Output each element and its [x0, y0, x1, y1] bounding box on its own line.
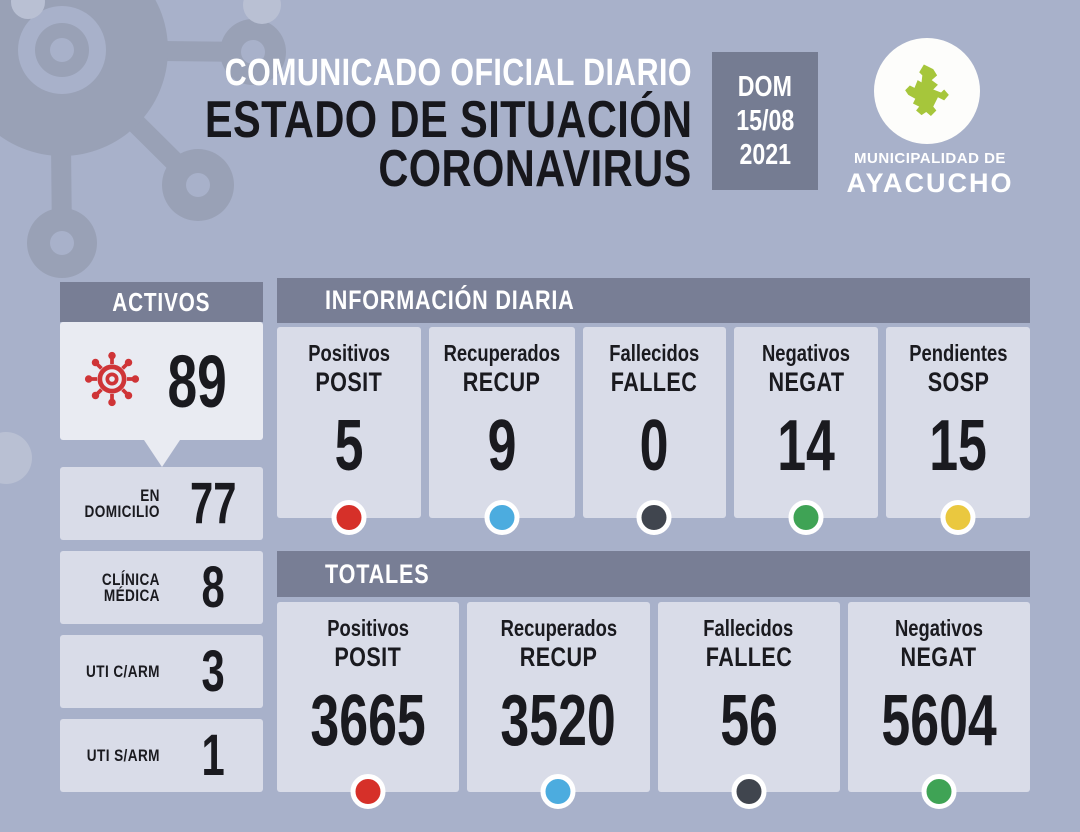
municipality-name-line1: MUNICIPALIDAD DE: [854, 150, 1006, 167]
stat-row-uti-c-arm: UTI C/ARM 3: [60, 635, 263, 708]
date-year: 2021: [739, 139, 791, 171]
stat-row-label: CLÍNICA MÉDICA: [101, 569, 160, 605]
stat-row-value: 3: [201, 639, 225, 704]
stat-row-en-domicilio: EN DOMICILIO 77: [60, 467, 263, 540]
total-card-fallecidos: Fallecidos FALLEC 56: [657, 602, 840, 809]
stat-row-value: 8: [201, 555, 225, 620]
status-dot: [484, 500, 520, 535]
stat-row-label: UTI C/ARM: [86, 661, 160, 681]
municipality-logo: [874, 38, 980, 144]
municipality-name: MUNICIPALIDAD DE AYACUCHO: [828, 150, 1032, 199]
total-card-positivos: Positivos POSIT 3665: [277, 602, 460, 809]
status-dot: [636, 500, 672, 535]
molecule-decoration: [0, 0, 286, 484]
totals-cards-row: Positivos POSIT 3665 Recuperados RECUP 3…: [277, 602, 1030, 809]
status-dot: [788, 500, 824, 535]
date-day: DOM: [737, 71, 793, 103]
total-card-negativos: Negativos NEGAT 5604: [847, 602, 1030, 809]
active-cases-panel: ACTIVOS: [60, 282, 263, 803]
daily-card-recuperados: Recuperados RECUP 9: [428, 327, 575, 535]
page-title: COMUNICADO OFICIAL DIARIO ESTADO DE SITU…: [0, 50, 692, 198]
title-kicker: COMUNICADO OFICIAL DIARIO: [224, 52, 692, 94]
active-cases-card: 89: [60, 322, 263, 440]
daily-info-header: INFORMACIÓN DIARIA: [277, 278, 1030, 323]
daily-cards-row: Positivos POSIT 5 Recuperados RECUP 9 Fa…: [277, 327, 1031, 535]
status-dot: [350, 774, 386, 809]
main-panels: INFORMACIÓN DIARIA Positivos POSIT 5 Rec…: [277, 278, 1031, 809]
stat-row-value: 77: [189, 471, 237, 536]
ayacucho-map-icon: [905, 64, 949, 116]
stat-row-value: 1: [201, 723, 225, 788]
virus-icon: [84, 351, 140, 412]
status-dot: [921, 774, 957, 809]
title-main-line1: ESTADO DE SITUACIÓN: [204, 91, 692, 149]
total-card-recuperados: Recuperados RECUP 3520: [467, 602, 650, 809]
stat-row-label: UTI S/ARM: [86, 745, 160, 765]
totals-header: TOTALES: [277, 551, 1030, 597]
date-badge: DOM 15/08 2021: [712, 52, 818, 190]
date-daymonth: 15/08: [735, 105, 795, 137]
active-cases-value: 89: [167, 339, 228, 423]
daily-card-negativos: Negativos NEGAT 14: [734, 327, 879, 535]
status-dot: [540, 774, 576, 809]
status-dot: [331, 500, 367, 535]
daily-card-positivos: Positivos POSIT 5: [277, 327, 421, 535]
stat-row-clinica-medica: CLÍNICA MÉDICA 8: [60, 551, 263, 624]
speech-bubble-tail: [143, 440, 180, 467]
title-main-line2: CORONAVIRUS: [378, 140, 692, 198]
status-dot: [940, 500, 976, 535]
daily-card-pendientes: Pendientes SOSP 15: [886, 327, 1031, 535]
daily-card-fallecidos: Fallecidos FALLEC 0: [582, 327, 727, 535]
status-dot: [731, 774, 767, 809]
stat-row-uti-s-arm: UTI S/ARM 1: [60, 719, 263, 792]
stat-row-label: EN DOMICILIO: [84, 485, 160, 521]
active-cases-header: ACTIVOS: [60, 282, 263, 322]
municipality-name-line2: AYACUCHO: [846, 168, 1014, 198]
